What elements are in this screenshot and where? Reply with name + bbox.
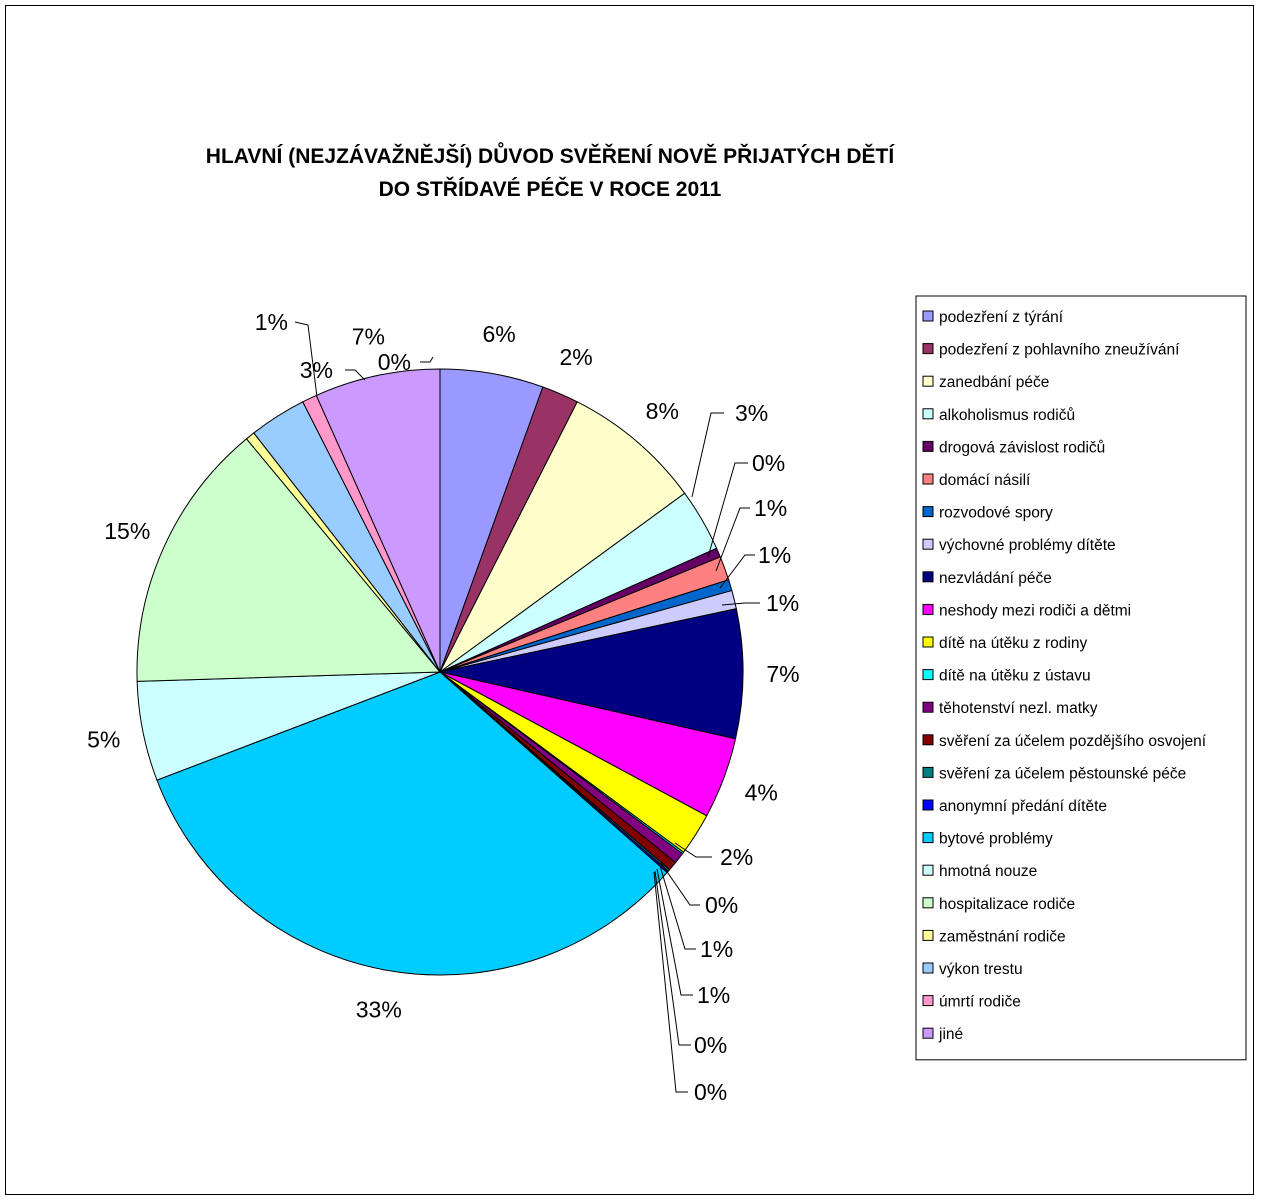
legend-swatch-podezreni-z-tyrani xyxy=(922,310,934,322)
legend-label-alkoholismus-rodicu: alkoholismus rodičů xyxy=(939,407,1075,424)
legend-swatch-dite-na-uteku-z-rodiny xyxy=(922,636,934,648)
leader-line xyxy=(691,412,724,498)
legend-label-podezreni-z-tyrani: podezření z týrání xyxy=(939,309,1064,326)
legend-swatch-vykon-trestu xyxy=(922,962,934,974)
legend-label-svereni-za-ucelem-pozdejsiho-osvojeni: svěření za účelem pozdějšího osvojení xyxy=(939,733,1207,750)
leader-line xyxy=(294,321,318,398)
legend-label-vychovne-problemy-ditete: výchovné problémy dítěte xyxy=(939,537,1116,554)
leader-line xyxy=(719,554,755,589)
pct-label-nezvladani-pece: 7% xyxy=(766,661,799,687)
pct-label-svereni-za-ucelem-pozdejsiho-osvojeni: 1% xyxy=(697,982,730,1008)
pct-label-jine: 7% xyxy=(352,324,385,350)
legend-label-dite-na-uteku-z-rodiny: dítě na útěku z rodiny xyxy=(939,635,1087,652)
pct-label-umrti-rodice: 1% xyxy=(255,309,288,335)
legend-swatch-drogova-zavislost-rodicu xyxy=(922,440,934,452)
legend-swatch-domaci-nasili xyxy=(922,473,934,485)
pct-label-drogova-zavislost-rodicu: 0% xyxy=(752,450,785,476)
pct-label-svereni-za-ucelem-pestounske-pece: 0% xyxy=(694,1032,727,1058)
pct-label-domaci-nasili: 1% xyxy=(754,495,787,521)
pct-label-zamestnani-rodice: 0% xyxy=(378,349,411,375)
slice-bytove-problemy xyxy=(156,671,668,976)
pct-label-zanedbani-pece: 8% xyxy=(646,398,679,424)
slice-hospitalizace-rodice xyxy=(136,438,442,682)
legend-swatch-hospitalizace-rodice xyxy=(922,897,934,909)
pct-label-vykon-trestu: 3% xyxy=(300,357,333,383)
leader-line xyxy=(660,862,700,906)
slice-jine xyxy=(315,368,441,673)
leader-line xyxy=(707,462,748,558)
slice-nezvladani-pece xyxy=(439,608,744,740)
pct-label-dite-na-uteku-z-rodiny: 2% xyxy=(720,844,753,870)
pie-labels: 6% 2% 8% 3% 0% 1% 1% 1% 7% 4% 2% 0% 1% 1% 0% 0% 33% 5% 15%… xyxy=(87,309,800,1105)
leader-line xyxy=(656,868,693,996)
legend-swatch-bytove-problemy xyxy=(922,832,934,844)
legend-label-tehotenstvi-nezl-matky: těhotenství nezl. matky xyxy=(939,700,1098,717)
legend-swatch-neshody-mezi-rodici-a-detmi xyxy=(922,603,934,615)
leader-line xyxy=(659,865,696,950)
legend-label-hospitalizace-rodice: hospitalizace rodiče xyxy=(939,896,1075,913)
legend-label-anonymni-predani-ditete: anonymní předání dítěte xyxy=(939,798,1107,815)
legend-box xyxy=(915,295,1247,1061)
legend-swatch-podezreni-z-pohlavniho-zneuzivani xyxy=(922,343,934,355)
legend-label-neshody-mezi-rodici-a-detmi: neshody mezi rodiči a dětmi xyxy=(939,602,1131,619)
pct-label-anonymni-predani-ditete: 0% xyxy=(694,1079,727,1105)
legend-label-drogova-zavislost-rodicu: drogová závislost rodičů xyxy=(939,439,1105,456)
pct-label-podezreni-z-pohlavniho-zneuzivani: 2% xyxy=(559,344,592,370)
legend-label-jine: jiné xyxy=(938,1026,963,1043)
leader-line xyxy=(345,369,366,381)
legend-swatch-hmotna-nouze xyxy=(922,864,934,876)
leader-line xyxy=(653,871,688,1093)
legend-label-zamestnani-rodice: zaměstnání rodiče xyxy=(939,928,1066,945)
legend-label-svereni-za-ucelem-pestounske-pece: svěření za účelem pěstounské péče xyxy=(939,765,1186,782)
leader-line xyxy=(715,507,750,572)
pct-label-podezreni-z-tyrani: 6% xyxy=(482,321,515,347)
legend: podezření z týrání podezření z pohlavního… xyxy=(915,295,1247,1061)
legend-label-podezreni-z-pohlavniho-zneuzivani: podezření z pohlavního zneužívání xyxy=(939,342,1180,359)
legend-label-umrti-rodice: úmrtí rodiče xyxy=(939,994,1021,1011)
legend-swatch-zamestnani-rodice xyxy=(922,929,934,941)
legend-swatch-dite-na-uteku-z-ustavu xyxy=(922,669,934,681)
leader-line xyxy=(420,356,434,363)
legend-swatch-alkoholismus-rodicu xyxy=(922,408,934,420)
legend-label-zanedbani-pece: zanedbání péče xyxy=(939,374,1049,391)
pct-label-hospitalizace-rodice: 15% xyxy=(104,518,150,544)
legend-swatch-svereni-za-ucelem-pozdejsiho-osvojeni xyxy=(922,734,934,746)
chart-frame xyxy=(5,5,1254,1195)
legend-label-vykon-trestu: výkon trestu xyxy=(939,961,1023,978)
pie-slices xyxy=(136,368,744,976)
legend-label-hmotna-nouze: hmotná nouze xyxy=(939,863,1037,880)
legend-swatch-zanedbani-pece xyxy=(922,375,934,387)
legend-swatch-nezvladani-pece xyxy=(922,571,934,583)
chart-title-line-1: HLAVNÍ (NEJZÁVAŽNĚJŠÍ) DŮVOD SVĚŘENÍ NOV… xyxy=(206,142,896,168)
leader-line xyxy=(721,602,760,606)
legend-swatch-rozvodove-spory xyxy=(922,506,934,518)
pct-label-dite-na-uteku-z-ustavu: 0% xyxy=(705,892,738,918)
legend-swatch-anonymni-predani-ditete xyxy=(922,799,934,811)
pct-label-hmotna-nouze: 5% xyxy=(87,726,120,752)
legend-label-nezvladani-pece: nezvládání péče xyxy=(939,570,1052,587)
pct-label-rozvodove-spory: 1% xyxy=(758,542,791,568)
pct-label-tehotenstvi-nezl-matky: 1% xyxy=(700,936,733,962)
leader-line xyxy=(674,842,712,858)
legend-label-domaci-nasili: domácí násilí xyxy=(939,472,1031,489)
slice-zanedbani-pece xyxy=(439,401,686,673)
legend-swatch-vychovne-problemy-ditete xyxy=(922,538,934,550)
chart-title-line-2: DO STŘÍDAVÉ PÉČE V ROCE 2011 xyxy=(379,177,722,201)
legend-swatch-svereni-za-ucelem-pestounske-pece xyxy=(922,766,934,778)
leader-line xyxy=(654,870,691,1046)
legend-label-rozvodove-spory: rozvodové spory xyxy=(939,505,1053,522)
pct-label-vychovne-problemy-ditete: 1% xyxy=(766,590,799,616)
pct-label-bytove-problemy: 33% xyxy=(356,997,402,1023)
legend-swatch-jine xyxy=(922,1027,934,1039)
pct-label-neshody-mezi-rodici-a-detmi: 4% xyxy=(745,779,778,805)
legend-swatch-umrti-rodice xyxy=(922,995,934,1007)
legend-label-dite-na-uteku-z-ustavu: dítě na útěku z ústavu xyxy=(939,668,1091,685)
legend-label-bytove-problemy: bytové problémy xyxy=(939,831,1053,848)
legend-swatch-tehotenstvi-nezl-matky xyxy=(922,701,934,713)
pct-label-alkoholismus-rodicu: 3% xyxy=(735,400,768,426)
